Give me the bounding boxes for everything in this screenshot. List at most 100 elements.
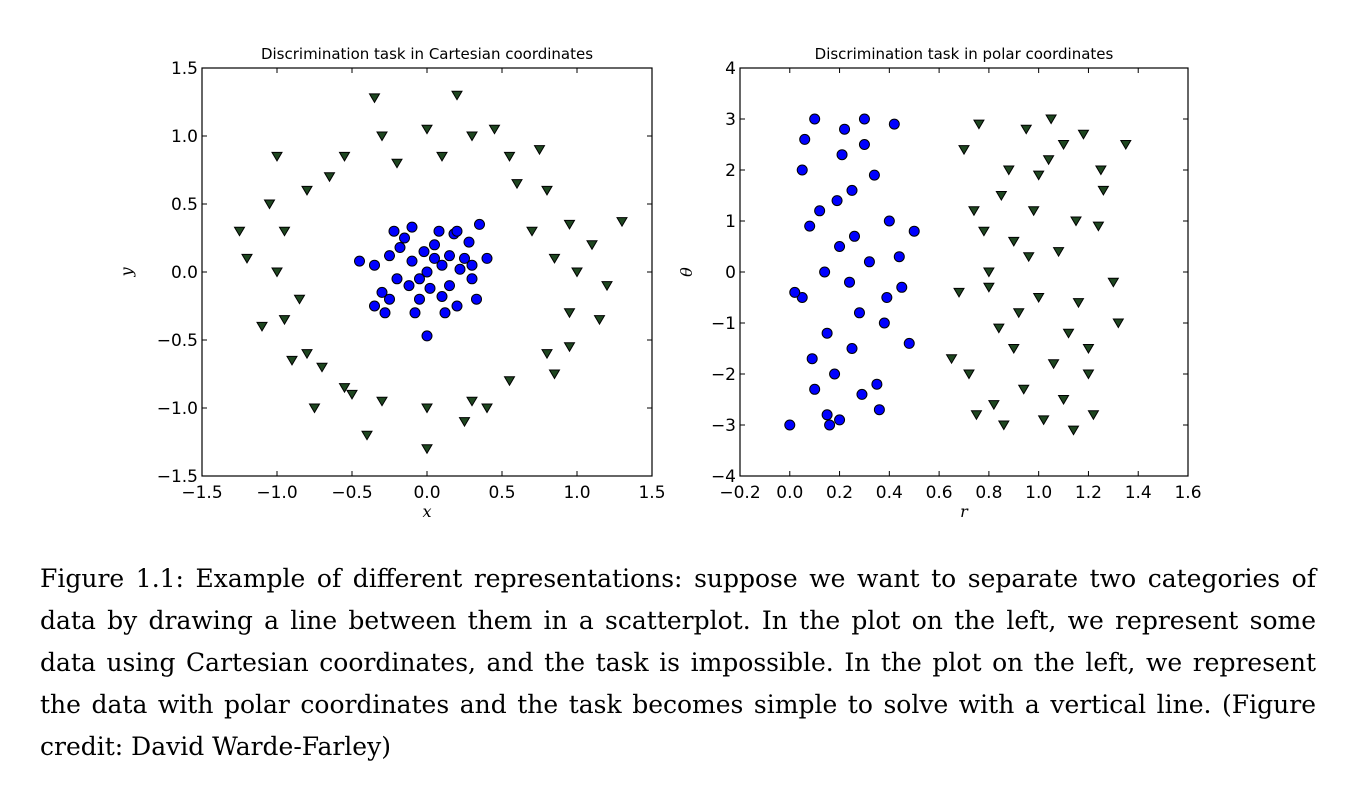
data-point — [361, 430, 373, 441]
data-point — [997, 420, 1010, 431]
data-point — [1112, 318, 1125, 329]
data-point — [301, 349, 313, 360]
data-point — [953, 287, 965, 298]
data-point — [1032, 293, 1045, 303]
data-point — [458, 417, 471, 428]
data-point — [796, 292, 808, 303]
y-tick-label: 3 — [725, 110, 736, 130]
data-point — [1020, 124, 1033, 135]
data-point — [376, 131, 388, 142]
y-tick-label: −0.5 — [157, 331, 198, 351]
data-point — [271, 267, 283, 278]
data-point — [806, 353, 818, 365]
data-point — [992, 323, 1005, 334]
data-point — [414, 293, 425, 305]
data-point — [466, 131, 478, 142]
data-point — [796, 164, 808, 176]
data-point — [958, 145, 970, 156]
data-point — [563, 219, 576, 230]
data-point — [1070, 216, 1082, 227]
data-point — [433, 225, 445, 237]
data-point — [809, 113, 821, 125]
data-point — [863, 256, 875, 268]
data-point — [616, 217, 628, 228]
data-point — [286, 355, 298, 366]
data-point — [391, 273, 403, 285]
figure: Discrimination task in Cartesian coordin… — [117, 45, 1202, 521]
y-tick-label: −2 — [711, 365, 736, 385]
data-point — [1057, 395, 1070, 405]
y-tick-label: −3 — [711, 416, 736, 436]
data-point — [503, 376, 516, 387]
data-point — [466, 273, 478, 285]
data-point — [384, 250, 395, 262]
data-point — [1045, 114, 1057, 125]
y-tick-label: 4 — [725, 59, 736, 79]
data-point — [368, 93, 381, 104]
data-point — [814, 205, 826, 217]
data-point — [963, 369, 975, 380]
x-tick-label: 0.0 — [776, 483, 803, 503]
y-tick-label: −1.5 — [157, 467, 198, 487]
data-point — [1082, 369, 1095, 380]
data-point — [973, 119, 985, 130]
chart-title: Discrimination task in Cartesian coordin… — [261, 45, 593, 63]
data-point — [858, 113, 870, 125]
data-point — [987, 400, 1000, 411]
data-point — [1087, 410, 1100, 421]
data-point — [421, 124, 433, 135]
data-point — [278, 226, 291, 237]
x-tick-label: 1.5 — [638, 483, 665, 503]
data-point — [856, 388, 868, 400]
data-point — [406, 221, 418, 233]
data-point — [466, 259, 478, 271]
data-point — [471, 293, 482, 305]
data-point — [466, 396, 478, 407]
data-point — [481, 403, 493, 414]
data-point — [256, 321, 268, 332]
y-tick-label: 0.5 — [171, 195, 198, 215]
data-point — [233, 226, 246, 237]
data-point — [541, 185, 553, 196]
data-point — [379, 307, 391, 319]
data-point — [571, 267, 583, 278]
data-point — [968, 206, 980, 217]
data-point — [846, 343, 858, 354]
y-tick-label: 1.0 — [171, 127, 198, 147]
data-point — [474, 218, 485, 230]
data-point — [421, 444, 433, 455]
data-point — [903, 337, 915, 349]
data-point — [241, 253, 253, 264]
data-point — [429, 239, 440, 251]
data-point — [983, 267, 995, 278]
data-point — [338, 151, 351, 162]
data-point — [454, 263, 466, 275]
data-point — [354, 255, 365, 267]
data-point — [548, 253, 561, 264]
data-point — [819, 266, 831, 278]
data-point — [1067, 425, 1080, 436]
data-point — [839, 123, 851, 135]
data-point — [429, 252, 440, 264]
data-point — [421, 330, 433, 342]
data-point — [308, 403, 321, 414]
data-point — [388, 225, 400, 237]
data-point — [394, 242, 406, 254]
data-point — [858, 139, 870, 150]
data-point — [848, 230, 860, 242]
data-point — [983, 282, 995, 293]
data-point — [316, 362, 328, 373]
data-point — [995, 191, 1008, 201]
x-tick-label: 0.6 — [926, 483, 953, 503]
x-tick-label: 1.4 — [1125, 483, 1152, 503]
data-point — [376, 396, 388, 407]
data-point — [451, 300, 463, 312]
data-point — [384, 293, 395, 305]
data-point — [784, 419, 796, 431]
data-point — [511, 179, 523, 190]
data-point — [548, 369, 561, 380]
x-tick-label: 1.2 — [1075, 483, 1102, 503]
y-axis-label: y — [117, 267, 136, 278]
data-point — [834, 241, 846, 252]
data-point — [323, 172, 336, 183]
